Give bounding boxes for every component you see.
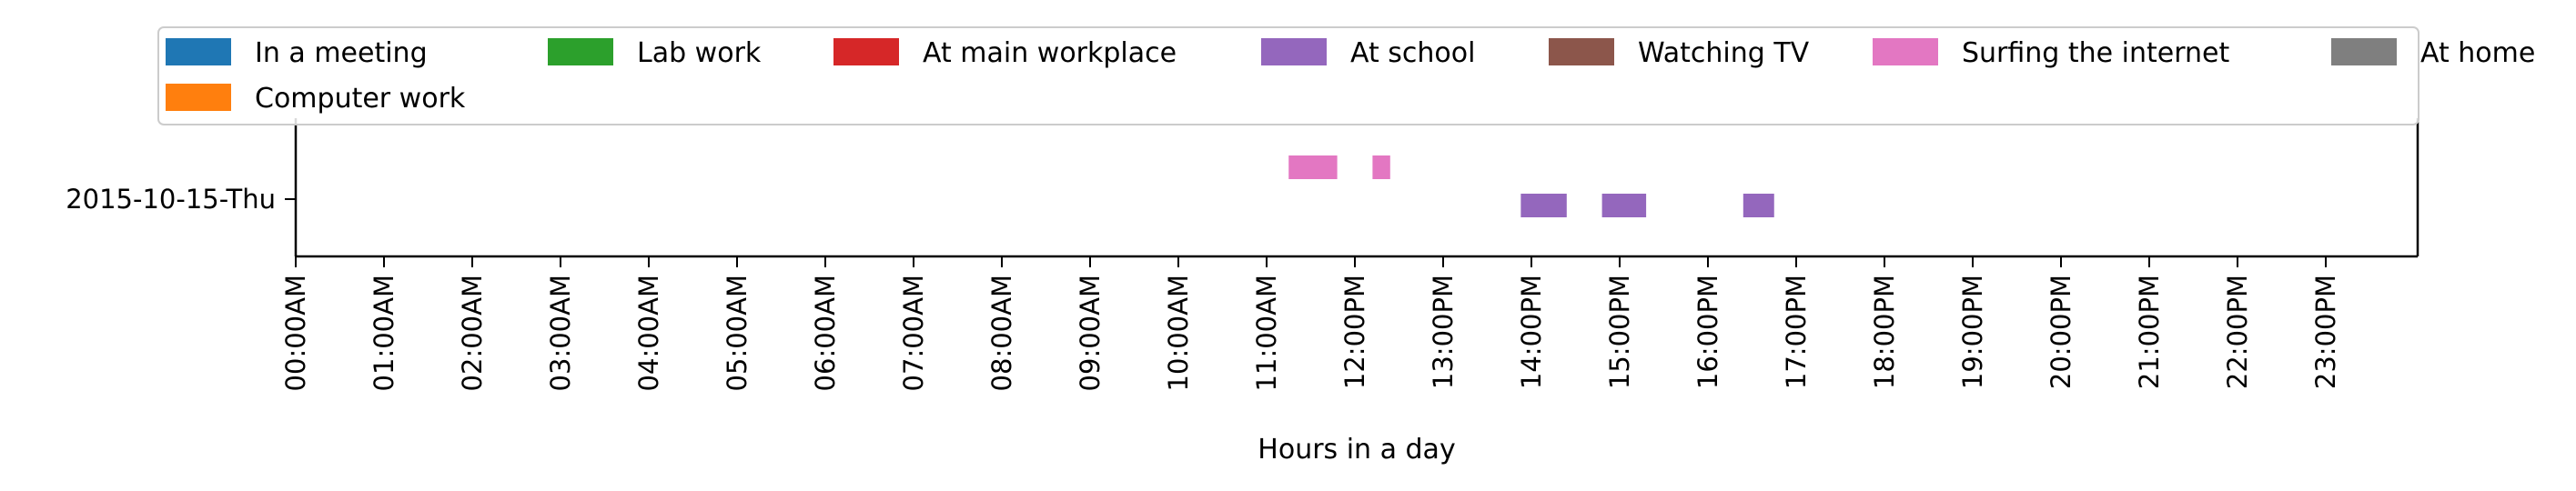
x-tick-label: 11:00AM [1251,275,1282,391]
x-tick-label: 17:00PM [1781,275,1812,389]
x-tick-label: 18:00PM [1869,275,1900,389]
bar-surfing-the-internet-1 [1372,155,1390,179]
legend-label: At school [1350,37,1475,69]
x-tick-label: 12:00PM [1339,275,1370,389]
legend-label: At home [2420,37,2535,69]
x-tick-label: 04:00AM [633,275,664,391]
legend-frame [157,26,2419,125]
bar-at-school-0 [1520,194,1567,217]
x-tick-label: 09:00AM [1075,275,1106,391]
legend-swatch-lab-work [548,38,613,65]
x-tick-label: 19:00PM [1957,275,1988,389]
bar-at-school-2 [1743,194,1774,217]
x-tick-label: 08:00AM [986,275,1017,391]
axes-layer [294,118,2419,258]
legend-label: Watching TV [1638,37,1810,69]
legend-swatch-at-school [1261,38,1327,65]
x-tick-label: 07:00AM [898,275,929,391]
x-tick-label: 03:00AM [545,275,576,391]
legend-swatch-at-main-workplace [833,38,899,65]
x-axis-label: Hours in a day [1258,434,1455,466]
x-tick-label: 20:00PM [2046,275,2076,389]
x-tick-label: 00:00AM [280,275,311,391]
x-tick-label: 13:00PM [1428,275,1459,389]
legend-swatch-in-a-meeting [166,38,231,65]
legend-swatch-computer-work [166,84,231,111]
legend: In a meeting Lab work At main workplace At … [157,26,2535,125]
y-ticks-layer: 2015-10-15-Thu [66,184,296,215]
x-tick-label: 21:00PM [2134,275,2165,389]
bars-layer [1288,155,1774,217]
legend-label: Lab work [637,37,762,69]
x-tick-label: 23:00PM [2310,275,2341,389]
legend-label: Computer work [255,83,466,115]
x-tick-label: 10:00AM [1163,275,1194,391]
legend-label: At main workplace [923,37,1177,69]
x-tick-label: 05:00AM [722,275,753,391]
bar-surfing-the-internet-0 [1288,155,1338,179]
x-tick-label: 15:00PM [1604,275,1635,389]
bar-at-school-1 [1601,194,1647,217]
legend-swatch-at-home [2331,38,2397,65]
x-tick-label: 06:00AM [810,275,841,391]
x-tick-label: 22:00PM [2222,275,2253,389]
legend-label: Surfing the internet [1962,37,2229,69]
x-tick-label: 01:00AM [369,275,399,391]
x-ticks-layer: 00:00AM 01:00AM 02:00AM 03:00AM 04:00AM 05:00… [280,256,2341,391]
legend-label: In a meeting [255,37,428,69]
legend-swatch-watching-tv [1549,38,1614,65]
x-tick-label: 16:00PM [1692,275,1723,389]
x-tick-label: 02:00AM [457,275,488,391]
legend-swatch-surfing-the-internet [1873,38,1938,65]
y-tick-label: 2015-10-15-Thu [66,184,276,215]
x-tick-label: 14:00PM [1516,275,1547,389]
